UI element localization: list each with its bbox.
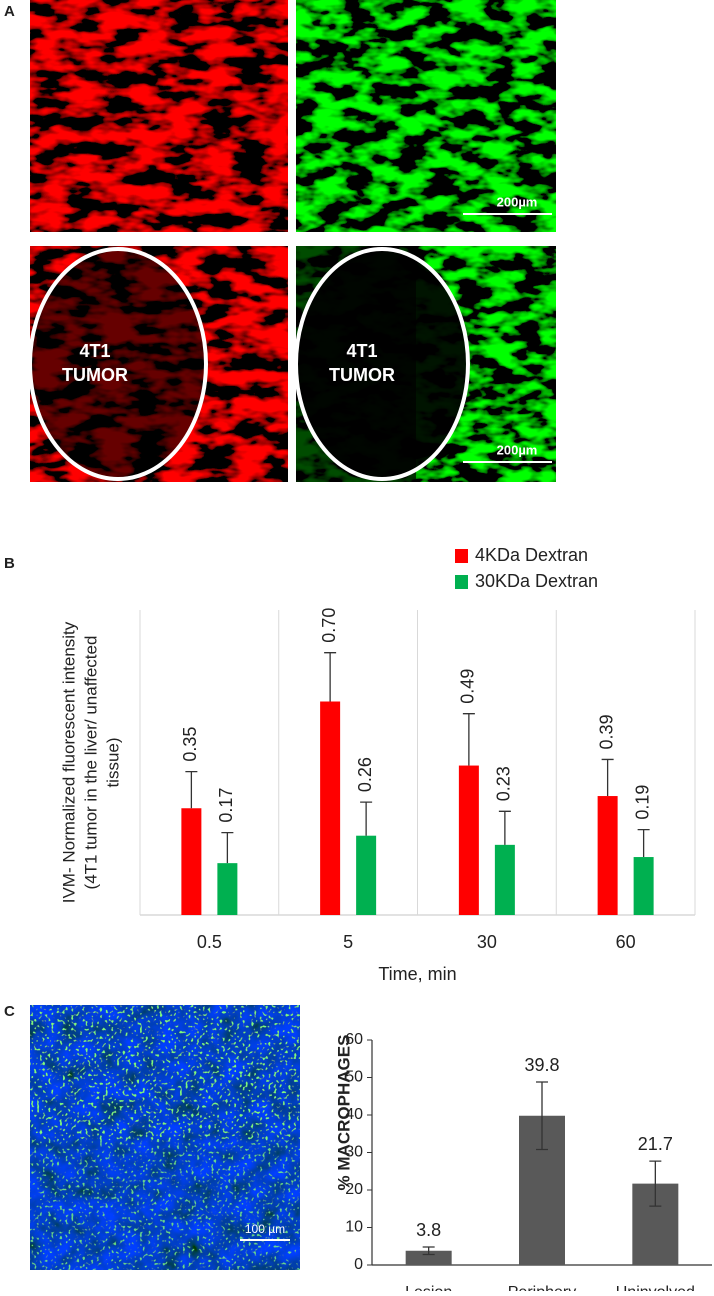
x-tick-label: Uninvolved [616,1284,695,1291]
value-label: 39.8 [524,1055,559,1075]
x-tick-label: Periphery [508,1284,576,1291]
legend-swatch [455,575,468,589]
panel-label: A [4,3,15,20]
tumor-outline [28,247,208,481]
y-tick-label: 30 [345,1144,363,1161]
tumor-label: TUMOR [62,365,128,385]
y-axis-label: tissue) [103,737,122,787]
macrophage-stain [30,1005,300,1140]
error-bar [498,810,511,845]
error-bar [462,713,475,766]
error-bar [422,1246,435,1256]
x-tick-label: 60 [616,932,636,952]
scale-bar-label: 200µm [497,194,538,209]
bar [217,863,238,915]
y-tick-label: 50 [345,1069,363,1086]
tumor-label: 4T1 [79,341,110,361]
value-label: 0.23 [494,766,514,801]
value-label: 0.19 [632,785,652,820]
legend-label: 30KDa Dextran [475,571,598,591]
legend-swatch [455,549,468,563]
y-axis-label: IVM- Normalized fluorescent intensity [59,621,78,903]
error-bar [649,1160,662,1207]
bar [633,857,654,915]
tumor-label: TUMOR [329,365,395,385]
error-bar [637,828,650,858]
bar [320,701,341,915]
error-bar [601,758,614,797]
error-bar [324,652,337,702]
y-axis-label: % MACROPHAGES [334,1035,353,1191]
value-label: 0.35 [180,727,200,762]
x-tick-label: 5 [343,932,353,952]
value-label: 0.17 [216,788,236,823]
y-tick-label: 10 [345,1219,363,1236]
value-label: 0.49 [458,669,478,704]
x-tick-label: 0.5 [197,932,222,952]
value-label: 0.70 [319,608,339,643]
legend-label: 4KDa Dextran [475,545,588,565]
bar [494,844,515,915]
y-tick-label: 60 [345,1031,363,1048]
error-bar [536,1081,548,1151]
bar [181,808,202,915]
value-label: 0.39 [596,714,616,749]
x-tick-label: 30 [477,932,497,952]
value-label: 0.26 [355,757,375,792]
scale-bar-label: 200µm [497,442,538,457]
bar [597,796,618,915]
bar [356,835,377,915]
x-axis-label: Time, min [378,964,456,984]
bar [405,1250,452,1265]
micrograph [296,0,556,232]
error-bar [360,801,373,836]
tumor-outline [294,247,470,481]
error-bar [221,832,234,864]
panel-label: B [4,555,15,572]
y-axis-label: (4T1 tumor in the liver/ unaffected [81,636,100,890]
y-tick-label: 20 [345,1181,363,1198]
scale-bar-label: 100 µm [245,1222,285,1236]
bar [458,765,479,915]
error-bar [185,771,198,809]
tumor-label: 4T1 [346,341,377,361]
y-tick-label: 40 [345,1106,363,1123]
y-tick-label: 0 [354,1256,363,1273]
micrograph [30,0,288,232]
value-label: 3.8 [416,1220,441,1240]
panel-label: C [4,1003,15,1020]
value-label: 21.7 [638,1134,673,1154]
x-tick-label: Lesion [405,1284,452,1291]
